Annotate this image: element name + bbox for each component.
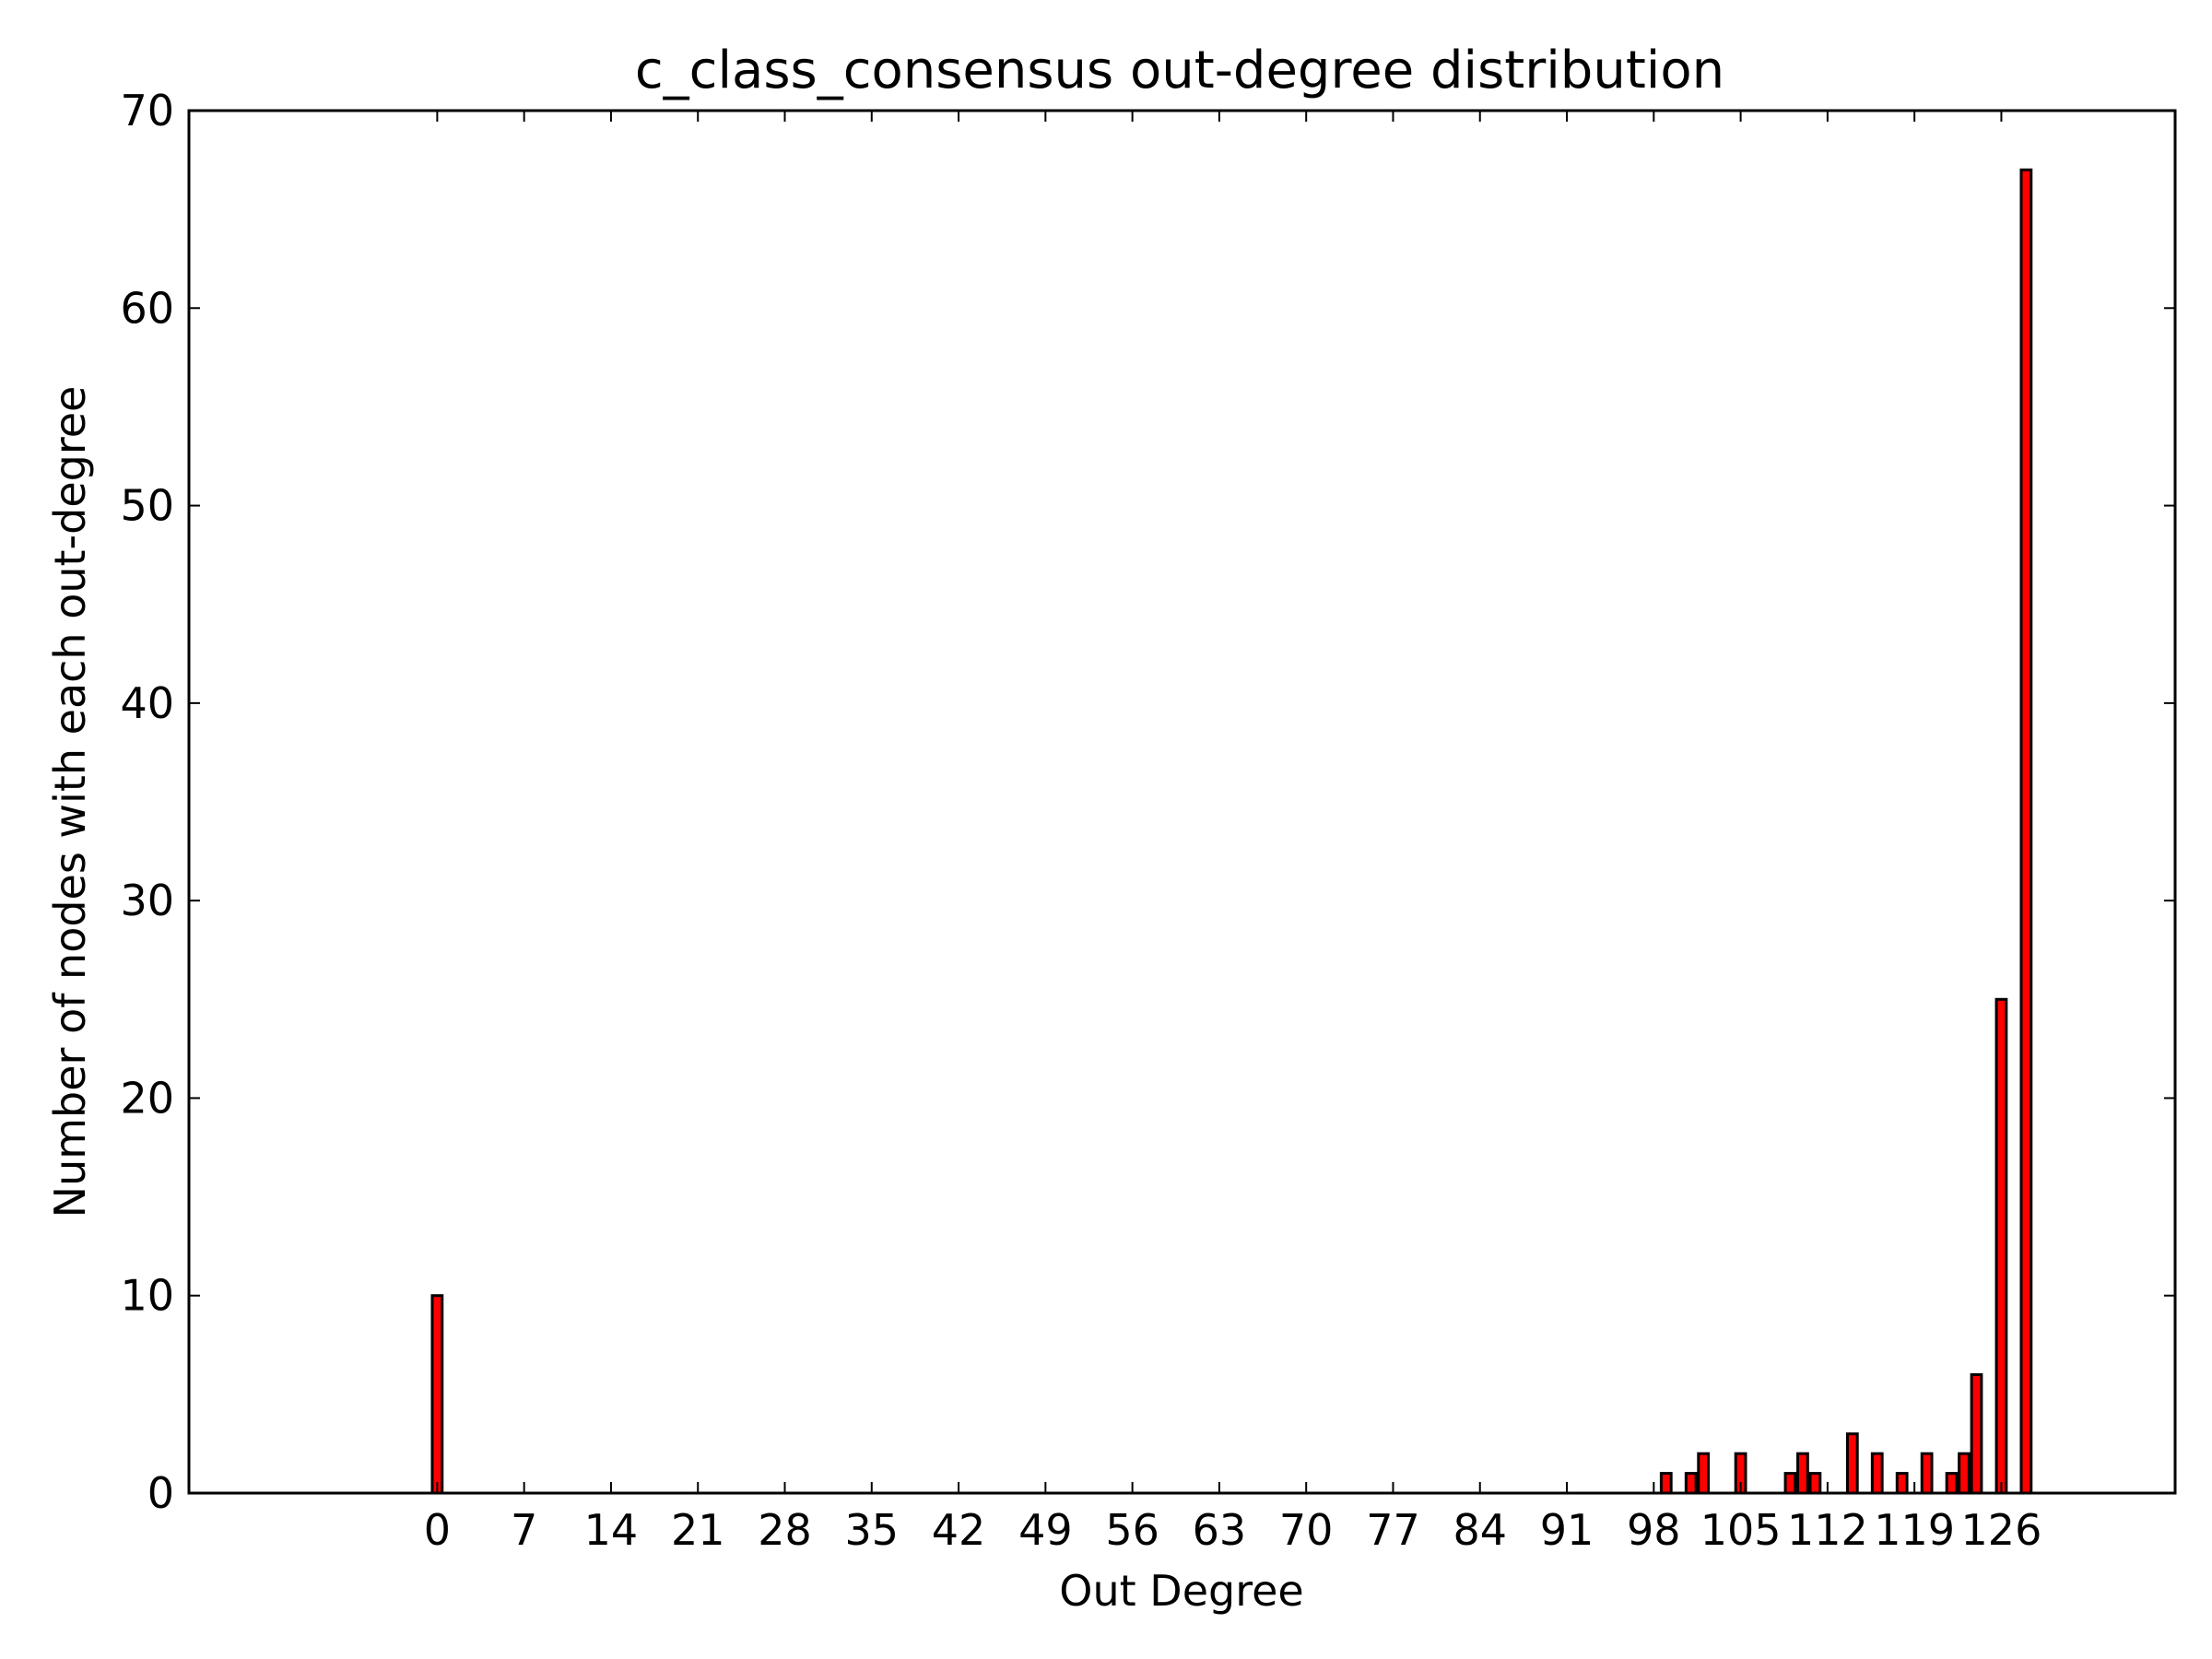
bar-outdegree-109 bbox=[1783, 1472, 1797, 1495]
bar-outdegree-120 bbox=[1920, 1452, 1934, 1495]
y-tick-label: 20 bbox=[120, 1073, 174, 1123]
x-tick-label: 14 bbox=[584, 1505, 639, 1555]
x-tick-label: 77 bbox=[1366, 1505, 1420, 1555]
x-tick-label: 49 bbox=[1018, 1505, 1073, 1555]
y-tick-label: 50 bbox=[120, 481, 174, 531]
x-tick-label: 70 bbox=[1279, 1505, 1334, 1555]
bar-outdegree-124 bbox=[1970, 1372, 1983, 1495]
y-tick-label: 10 bbox=[120, 1271, 174, 1321]
y-axis-label: Number of nodes with each out-degree bbox=[45, 386, 95, 1218]
x-axis-ticks: 0 7 14 21 28 35 42 49 56 63 70 77 84 91 98 105 112 119 126 bbox=[424, 111, 2042, 1555]
bar-outdegree-123 bbox=[1958, 1452, 1971, 1495]
plot-frame bbox=[187, 109, 2177, 1495]
x-axis-label: Out Degree bbox=[1059, 1566, 1303, 1616]
y-axis-ticks: 0 10 20 30 40 50 60 70 bbox=[120, 86, 2175, 1518]
bar-outdegree-99 bbox=[1659, 1472, 1673, 1495]
x-tick-label: 119 bbox=[1874, 1505, 1955, 1555]
x-tick-label: 63 bbox=[1193, 1505, 1247, 1555]
y-tick-label: 40 bbox=[120, 678, 174, 728]
bar-outdegree-111 bbox=[1808, 1472, 1822, 1495]
bar-outdegree-118 bbox=[1895, 1472, 1909, 1495]
y-tick-label: 0 bbox=[147, 1468, 174, 1518]
bar-outdegree-102 bbox=[1697, 1452, 1711, 1495]
bar-outdegree-101 bbox=[1684, 1472, 1698, 1495]
bar-outdegree-110 bbox=[1796, 1452, 1809, 1495]
x-tick-label: 28 bbox=[758, 1505, 812, 1555]
bar-outdegree-122 bbox=[1945, 1472, 1959, 1495]
x-tick-label: 112 bbox=[1787, 1505, 1868, 1555]
x-tick-label: 56 bbox=[1105, 1505, 1159, 1555]
bar-outdegree-116 bbox=[1870, 1452, 1884, 1495]
x-tick-label: 21 bbox=[671, 1505, 725, 1555]
y-tick-label: 30 bbox=[120, 876, 174, 925]
bar-outdegree-114 bbox=[1845, 1432, 1859, 1495]
x-tick-label: 84 bbox=[1453, 1505, 1507, 1555]
x-tick-label: 98 bbox=[1627, 1505, 1681, 1555]
x-tick-label: 35 bbox=[845, 1505, 900, 1555]
chart-title: c_class_consensus out-degree distributio… bbox=[635, 41, 1724, 100]
x-tick-label: 91 bbox=[1540, 1505, 1594, 1555]
y-tick-label: 60 bbox=[120, 283, 174, 333]
x-tick-label: 0 bbox=[424, 1505, 451, 1555]
x-tick-label: 42 bbox=[932, 1505, 986, 1555]
bar-outdegree-0 bbox=[430, 1294, 444, 1495]
x-tick-label: 126 bbox=[1961, 1505, 2042, 1555]
bar-outdegree-126 bbox=[1994, 997, 2008, 1495]
bars-group bbox=[430, 168, 2033, 1495]
x-tick-label: 105 bbox=[1700, 1505, 1782, 1555]
y-tick-label: 70 bbox=[120, 86, 174, 135]
x-tick-label: 7 bbox=[511, 1505, 537, 1555]
bar-outdegree-128 bbox=[2019, 168, 2033, 1495]
